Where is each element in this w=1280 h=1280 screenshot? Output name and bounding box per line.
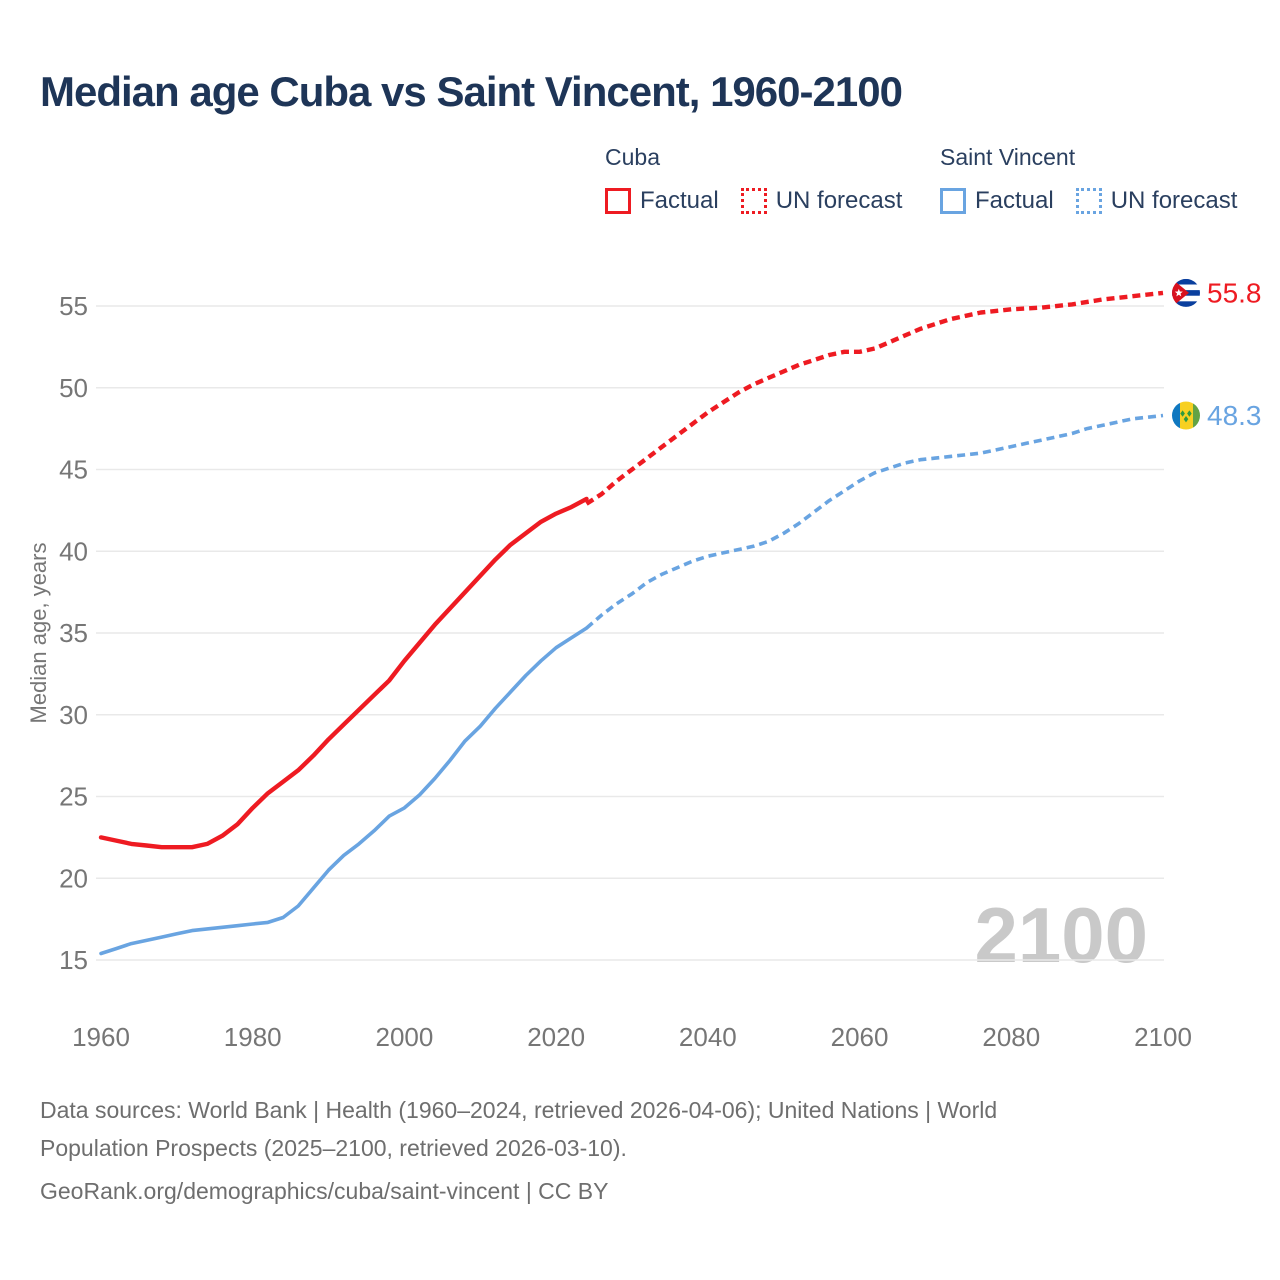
legend-swatch-dotted-icon: [1075, 188, 1102, 214]
y-tick-label: 30: [59, 700, 88, 730]
y-tick-label: 50: [59, 373, 88, 403]
y-tick-label: 55: [59, 291, 88, 321]
data-sources-note: Data sources: World Bank | Health (1960–…: [40, 1091, 997, 1210]
legend-row: Factual UN forecast: [605, 187, 924, 215]
page-title: Median age Cuba vs Saint Vincent, 1960-2…: [40, 68, 903, 115]
x-tick-label: 2060: [831, 1022, 889, 1052]
x-tick-label: 2000: [376, 1022, 434, 1052]
y-tick-label: 40: [59, 536, 88, 566]
legend-swatch-dotted-icon: [740, 188, 767, 214]
cuba-un-forecast-line: [585, 290, 1164, 506]
cuba-flag-icon: [1172, 278, 1200, 307]
y-axis-title: Median age, years: [26, 543, 51, 724]
y-tick-label: 45: [59, 455, 88, 485]
cuba-factual-line: [98, 496, 589, 850]
x-tick-label: 1960: [72, 1022, 130, 1052]
saint-vincent-un-forecast-line: [585, 413, 1164, 630]
x-tick-label: 1980: [224, 1022, 282, 1052]
x-tick-label: 2020: [527, 1022, 585, 1052]
watermark-year: 2100: [974, 891, 1148, 979]
legend-row: Factual UN forecast: [940, 187, 1259, 215]
x-tick-label: 2080: [982, 1022, 1040, 1052]
legend-group-saint-vincent: Saint Vincent Factual UN forecast: [940, 144, 1259, 215]
x-tick-label: 2040: [679, 1022, 737, 1052]
source-line: Population Prospects (2025–2100, retriev…: [40, 1135, 627, 1161]
x-tick-label: 2100: [1134, 1022, 1192, 1052]
legend-item-label: Factual: [640, 187, 719, 214]
legend-group-cuba: Cuba Factual UN forecast: [605, 144, 924, 215]
y-tick-label: 20: [59, 863, 88, 893]
legend-item-label: Factual: [975, 187, 1054, 214]
end-value-label: 55.8: [1207, 277, 1262, 308]
legend-swatch-solid-icon: [940, 188, 966, 214]
saint-vincent-flag-icon: [1172, 401, 1200, 430]
legend-series-name: Saint Vincent: [940, 144, 1076, 170]
legend-swatch-solid-icon: [605, 188, 631, 214]
y-tick-label: 25: [59, 782, 88, 812]
legend-item-label: UN forecast: [775, 187, 903, 214]
source-line: Data sources: World Bank | Health (1960–…: [40, 1097, 998, 1123]
y-tick-label: 35: [59, 618, 88, 648]
legend-series-name: Cuba: [605, 144, 660, 170]
end-value-label: 48.3: [1207, 400, 1262, 431]
legend-item-label: UN forecast: [1110, 187, 1238, 214]
saint-vincent-factual-line: [99, 626, 589, 956]
georank-link[interactable]: GeoRank.org/demographics/cuba/saint-vinc…: [40, 1178, 609, 1204]
y-tick-label: 15: [59, 945, 88, 975]
